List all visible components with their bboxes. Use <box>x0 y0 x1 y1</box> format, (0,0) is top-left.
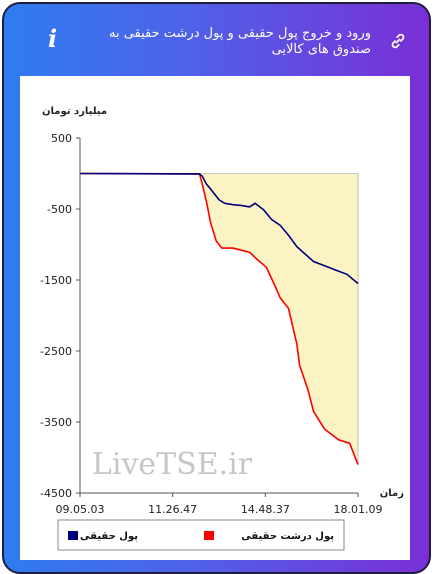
y-tick-label: 500 <box>51 132 72 145</box>
y-tick-label: -3500 <box>40 416 72 429</box>
series-line-big-real-money <box>79 172 359 465</box>
chart-title: ورود و خروج پول حقیقی و پول درشت حقیقی ب… <box>108 26 371 57</box>
x-tick-label: 14.48.37 <box>241 503 290 516</box>
x-tick-label: 18.01.09 <box>334 503 383 516</box>
x-tick-label: 11.26.47 <box>148 503 197 516</box>
legend-swatch-big-real-money <box>204 531 214 540</box>
y-tick-label: -1500 <box>40 274 72 287</box>
info-icon[interactable]: i <box>48 24 58 53</box>
card-header: ورود و خروج پول حقیقی و پول درشت حقیقی ب… <box>4 4 429 76</box>
x-axis-label: زمان <box>380 488 404 499</box>
link-icon[interactable] <box>389 32 407 50</box>
legend-box <box>57 519 345 551</box>
y-axis-label: میلیارد تومان <box>42 106 107 117</box>
legend-label-big-real-money: پول درشت حقیقی <box>241 531 334 542</box>
x-tick-label: 09.05.03 <box>56 503 105 516</box>
y-tick-label: -500 <box>47 203 72 216</box>
watermark: LiveTSE.ir <box>92 447 253 482</box>
series-line-real-money <box>79 172 359 285</box>
chart-svg: 500 -500 -1500 -2500 -3500 -4500 09.05.03 11.2… <box>40 106 404 551</box>
y-tick-label: -4500 <box>40 487 72 500</box>
legend-label-real-money: پول حقیقی <box>80 531 138 542</box>
legend-swatch-real-money <box>68 531 78 540</box>
flow-area <box>79 173 359 465</box>
chart-panel: 500 -500 -1500 -2500 -3500 -4500 09.05.03 11.2… <box>20 76 410 560</box>
y-tick-label: -2500 <box>40 345 72 358</box>
